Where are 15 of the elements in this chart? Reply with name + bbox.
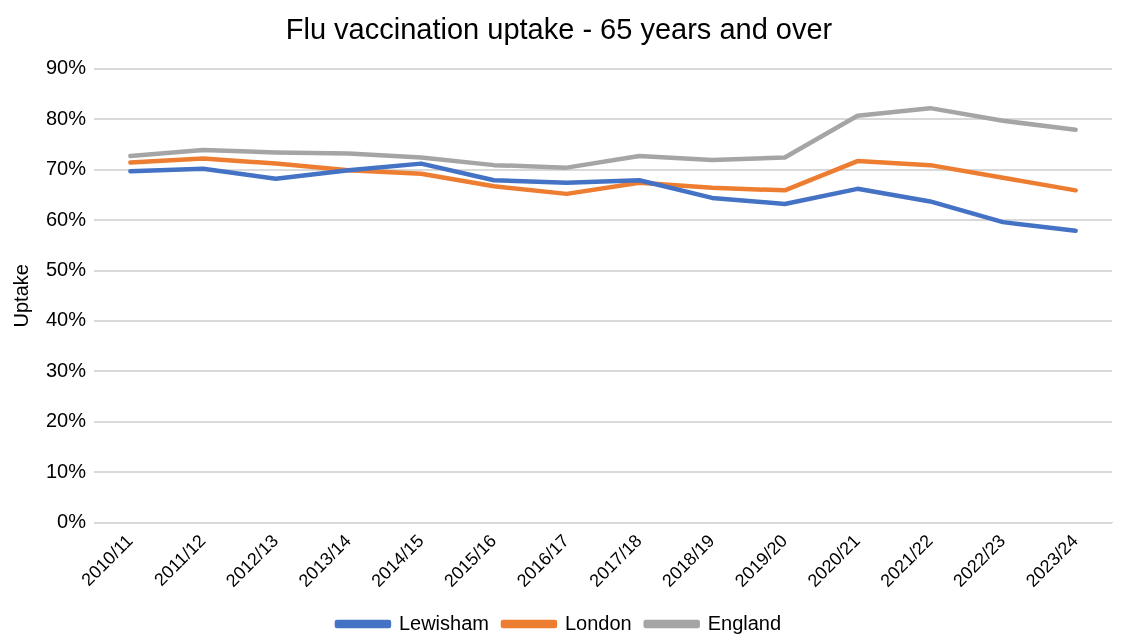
y-axis-title: Uptake (9, 264, 32, 328)
y-tick-label: 0% (57, 510, 87, 533)
legend-label: Lewisham (398, 611, 489, 634)
y-tick-label: 60% (46, 207, 87, 230)
y-tick-label: 10% (46, 459, 87, 482)
legend-label: England (707, 611, 782, 634)
y-tick-label: 40% (46, 308, 87, 331)
legend-label: London (564, 611, 632, 634)
y-tick-label: 50% (46, 258, 87, 281)
y-tick-label: 70% (46, 157, 87, 180)
y-tick-label: 20% (46, 409, 87, 432)
y-tick-label: 30% (46, 358, 87, 381)
chart-title: Flu vaccination uptake - 65 years and over (285, 13, 833, 46)
y-tick-label: 90% (46, 56, 87, 79)
y-tick-label: 80% (46, 106, 87, 129)
